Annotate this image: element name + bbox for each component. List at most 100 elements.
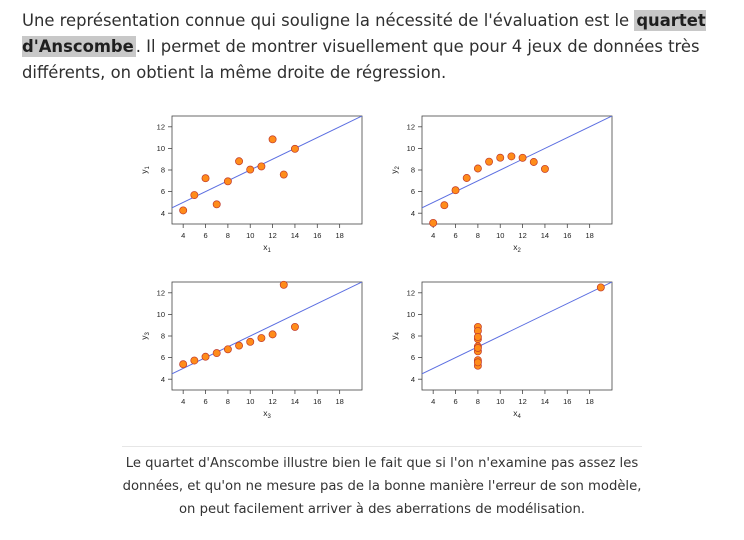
data-point [518,153,527,162]
x-axis-label-subscript: 4 [517,414,521,420]
x-tick-label: 16 [563,231,571,240]
data-point [179,360,188,369]
x-tick-label: 6 [203,231,207,240]
y-axis-label-subscript: 2 [395,166,401,170]
x-tick-label: 6 [453,397,457,406]
x-tick-label: 4 [431,397,435,406]
x-tick-label: 8 [476,231,480,240]
anscombe-figure: 4 6 8 10 12 14 16 18 4 6 8 10 12 x1 y1 4 6 8 10 12 14 16 18 4 6 8… [130,108,620,438]
y-axis-label: y2 [389,166,401,174]
data-point [235,341,244,350]
data-point [201,352,210,361]
x-axis-label: x4 [513,408,521,420]
intro-text-after: . Il permet de montrer visuellement que … [22,37,700,82]
data-point [473,358,482,367]
y-tick-label: 8 [161,332,165,341]
y-axis-label: y3 [139,332,151,340]
data-point [290,322,299,331]
caption-divider [122,446,642,447]
x-tick-label: 16 [563,397,571,406]
x-tick-label: 12 [268,397,276,406]
x-tick-label: 4 [181,397,185,406]
x-tick-label: 18 [335,397,343,406]
panel-2: 4 6 8 10 12 14 16 18 4 6 8 10 12 x2 y2 [389,115,613,254]
y-axis-label-subscript: 1 [145,166,151,170]
y-tick-label: 10 [157,310,165,319]
data-point [507,152,516,161]
plot-frame [171,281,363,391]
data-point [529,158,538,166]
x-tick-label: 8 [226,231,230,240]
data-point [279,280,288,289]
y-tick-label: 10 [407,310,415,319]
y-tick-label: 12 [157,122,165,131]
data-point [268,330,277,339]
x-tick-label: 8 [476,397,480,406]
x-tick-label: 6 [203,397,207,406]
x-tick-label: 16 [313,231,321,240]
regression-line [172,282,362,375]
x-tick-label: 12 [518,231,526,240]
x-axis-label: x3 [263,408,271,420]
y-tick-label: 6 [161,353,165,362]
data-point [462,174,471,182]
y-axis-label-subscript: 4 [395,332,401,336]
data-point [246,165,255,174]
data-point [268,135,277,144]
y-tick-label: 6 [161,187,165,196]
panel-4: 4 6 8 10 12 14 16 18 4 6 8 10 12 x4 y4 [389,281,613,420]
data-point [246,337,255,346]
y-tick-label: 10 [407,144,415,153]
y-tick-label: 6 [411,187,415,196]
plot-frame [421,281,613,391]
x-tick-label: 10 [246,231,254,240]
y-axis-label-subscript: 3 [145,332,151,336]
data-point [190,356,199,365]
panel-3: 4 6 8 10 12 14 16 18 4 6 8 10 12 x3 y3 [139,280,363,420]
intro-paragraph: Une représentation connue qui souligne l… [22,8,712,86]
y-tick-label: 12 [157,288,165,297]
panel-1: 4 6 8 10 12 14 16 18 4 6 8 10 12 x1 y1 [139,115,363,254]
y-tick-label: 4 [161,375,165,384]
y-tick-label: 4 [411,209,415,218]
x-tick-label: 14 [291,397,299,406]
data-point [596,283,605,292]
y-tick-label: 6 [411,353,415,362]
regression-line [172,116,362,209]
x-tick-label: 14 [291,231,299,240]
data-point [179,206,188,215]
x-axis-label: x2 [513,242,521,254]
x-axis-label: x1 [263,242,271,254]
x-axis-label-subscript: 2 [517,248,521,254]
y-tick-label: 12 [407,288,415,297]
data-point [485,157,494,166]
x-tick-label: 12 [518,397,526,406]
x-tick-label: 14 [541,231,549,240]
x-tick-label: 8 [226,397,230,406]
y-tick-label: 4 [161,209,165,218]
regression-line [422,116,612,209]
data-point [279,170,288,179]
data-point [190,191,199,200]
data-point [257,162,266,171]
data-point [429,218,438,227]
data-point [212,349,221,358]
plot-frame [421,115,613,225]
data-point [235,157,244,166]
data-point [473,344,482,352]
data-point [473,164,482,173]
data-point [223,345,232,354]
x-tick-label: 12 [268,231,276,240]
x-tick-label: 10 [246,397,254,406]
x-tick-label: 4 [181,231,185,240]
x-tick-label: 4 [431,231,435,240]
y-tick-label: 12 [407,122,415,131]
data-point [212,200,221,209]
intro-text-before: Une représentation connue qui souligne l… [22,11,635,30]
y-tick-label: 8 [411,332,415,341]
y-axis-label: y1 [139,166,151,174]
x-axis-label-subscript: 3 [267,414,271,420]
x-tick-label: 14 [541,397,549,406]
x-tick-label: 6 [453,231,457,240]
